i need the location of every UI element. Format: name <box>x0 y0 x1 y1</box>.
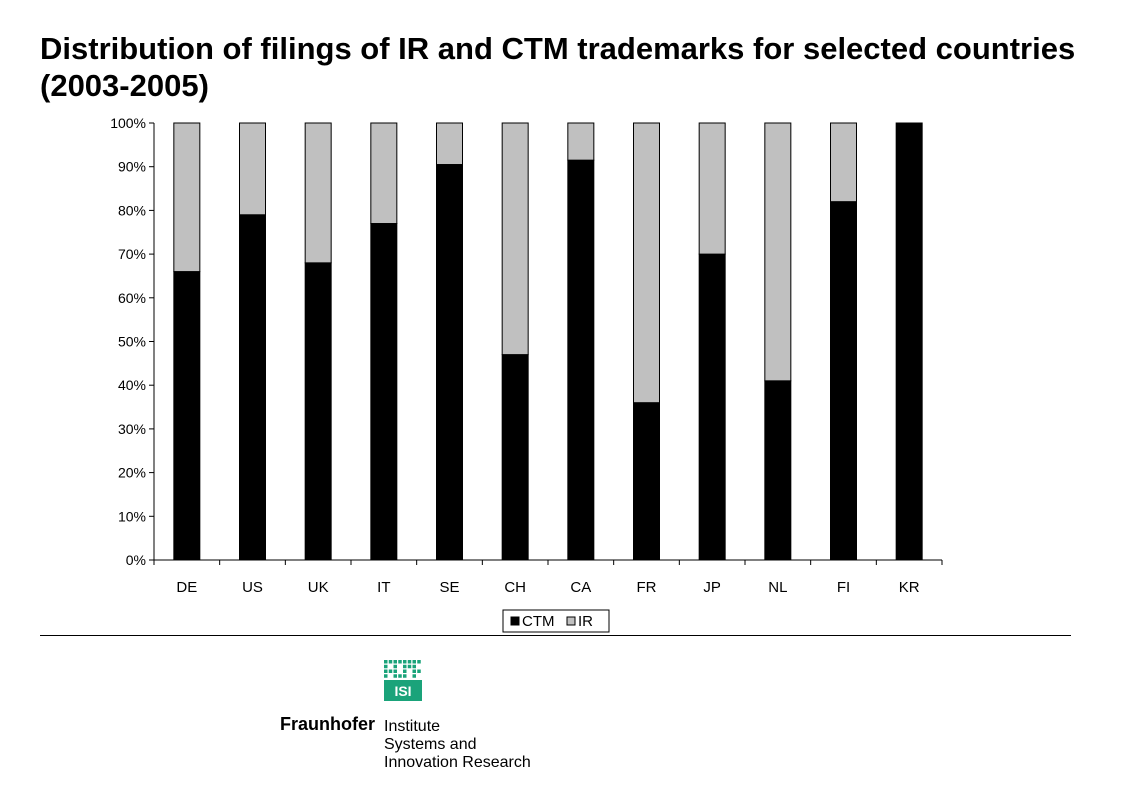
x-tick-label-kr: KR <box>899 579 920 596</box>
bar-ir-fi <box>830 122 857 203</box>
chart: DE US UK IT SE CH CA FR JP NL FI KR 0% 10% 20% 30% 40% 50… <box>110 115 943 633</box>
logo-grid-square <box>403 664 407 669</box>
logo-grid-square <box>412 674 416 678</box>
y-tick-label: 100% <box>110 115 146 131</box>
logo-grid-square <box>412 664 416 669</box>
legend-swatch-ir <box>566 616 576 626</box>
y-tick-label: 10% <box>118 508 146 524</box>
logo-grid-square <box>412 660 416 664</box>
bar-ctm-jp <box>698 253 726 561</box>
bar-ir-ch <box>501 122 529 356</box>
bar-ctm-fi <box>830 201 857 561</box>
legend-label-ir: IR <box>578 613 593 630</box>
legend-swatch-ctm <box>510 616 520 626</box>
bar-ir-fr <box>633 122 660 404</box>
y-tick-label: 80% <box>118 202 146 218</box>
logo-grid-square <box>417 660 421 664</box>
legend-box <box>502 609 610 633</box>
bar-ctm-us <box>239 214 266 561</box>
bar-ctm-nl <box>764 380 792 561</box>
x-tick-label-ca: CA <box>570 579 591 596</box>
logo-grid-square <box>403 660 407 664</box>
logo-grid-square <box>417 669 421 673</box>
logo-grid-square <box>384 660 388 664</box>
x-tick-label-it: IT <box>377 579 390 596</box>
bar-ir-de <box>173 122 201 273</box>
logo-grid-square <box>393 660 397 664</box>
svg-text:ISI: ISI <box>394 683 411 699</box>
y-tick-label: 40% <box>118 377 146 393</box>
bar-ctm-de <box>173 271 201 561</box>
logo-grid-square <box>388 669 393 673</box>
logo-grid-square <box>393 669 397 673</box>
logo-grid-square <box>412 669 416 673</box>
logo-grid-square <box>407 660 412 664</box>
bar-ctm-kr <box>895 122 923 561</box>
x-tick-label-us: US <box>242 579 263 596</box>
logo-grid-square <box>407 664 412 669</box>
y-tick-label: 30% <box>118 421 146 437</box>
x-tick-label-se: SE <box>439 579 459 596</box>
org-subtitle: Institute Systems and Innovation Researc… <box>384 718 531 772</box>
logo-grid-square <box>393 674 397 678</box>
x-tick-label-ch: CH <box>504 579 526 596</box>
bar-ir-jp <box>698 122 726 255</box>
x-tick-label-jp: JP <box>703 579 721 596</box>
bar-ir-uk <box>304 122 332 264</box>
y-tick-label: 0% <box>126 552 146 568</box>
bar-ctm-uk <box>304 262 332 561</box>
logo-grid-square <box>388 660 393 664</box>
axes: DE US UK IT SE CH CA FR JP NL FI KR 0% 10% 20% 30% 40% 50… <box>110 115 943 596</box>
bar-ctm-it <box>370 223 398 561</box>
x-tick-label-fr: FR <box>637 579 657 596</box>
bar-ctm-se <box>436 164 463 561</box>
bar-ctm-ch <box>501 354 529 561</box>
chart-title: Distribution of filings of IR and CTM tr… <box>40 31 1076 103</box>
divider-line <box>40 635 1071 636</box>
logo-grid-square <box>384 674 388 678</box>
logo-grid-square <box>384 664 388 669</box>
x-tick-label-de: DE <box>176 579 197 596</box>
org-line-3: Innovation Research <box>384 754 531 771</box>
logo-grid-square <box>398 660 402 664</box>
plot-area <box>173 122 923 561</box>
logo-grid-square <box>384 669 388 673</box>
y-tick-label: 60% <box>118 290 146 306</box>
logo-grid-square <box>393 664 397 669</box>
legend-label-ctm: CTM <box>522 613 555 630</box>
y-tick-label: 20% <box>118 465 146 481</box>
bar-ir-nl <box>764 122 792 382</box>
org-name: Fraunhofer <box>280 714 376 734</box>
bar-ir-us <box>239 122 266 216</box>
bar-ctm-ca <box>567 159 595 561</box>
bar-ir-se <box>436 122 463 166</box>
x-tick-label-nl: NL <box>768 579 787 596</box>
y-tick-label: 90% <box>118 159 146 175</box>
y-tick-label: 70% <box>118 246 146 262</box>
logo-grid-square <box>403 674 407 678</box>
y-tick-label: 50% <box>118 334 146 350</box>
isi-logo-icon: ISI <box>384 660 422 701</box>
legend: CTM IR <box>502 609 610 633</box>
bar-ctm-fr <box>633 402 660 561</box>
bar-ir-it <box>370 122 398 225</box>
logo-grid-square <box>398 674 402 678</box>
x-tick-label-fi: FI <box>837 579 850 596</box>
logo-grid-square <box>403 669 407 673</box>
x-tick-label-uk: UK <box>308 579 329 596</box>
org-line-1: Institute <box>384 718 441 735</box>
org-line-2: Systems and <box>384 736 477 753</box>
bar-ir-ca <box>567 122 595 161</box>
